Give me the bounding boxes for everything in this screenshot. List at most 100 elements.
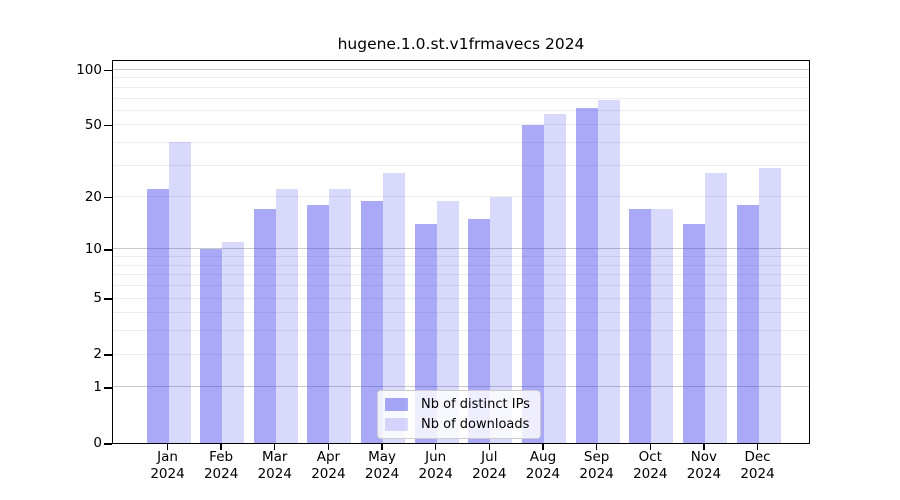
bar-may-distinct-ips [361,200,384,443]
gridline [113,248,809,250]
x-tick-month: Mar [262,449,288,465]
x-tick-month: Jul [481,449,498,465]
legend: Nb of distinct IPs Nb of downloads [377,390,541,439]
x-tick-month: Sep [583,449,610,465]
gridline [113,264,809,266]
x-tick-label-feb: Feb 2024 [189,449,253,482]
x-tick-month: Aug [529,449,557,465]
x-tick-label-jul: Jul 2024 [457,449,521,482]
bar-nov-distinct-ips [682,223,705,443]
x-tick-mark [274,444,276,450]
bar-feb-downloads [222,241,245,443]
x-tick-label-sep: Sep 2024 [565,449,629,482]
y-tick-mark [104,443,112,445]
x-tick-mark [435,444,437,450]
x-tick-label-apr: Apr 2024 [296,449,360,482]
x-tick-year: 2024 [364,465,400,482]
bar-aug-distinct-ips [521,124,544,443]
x-tick-year: 2024 [579,465,614,482]
bar-sep-downloads [597,100,620,443]
y-tick-label: 20 [84,188,102,205]
x-tick-label-may: May 2024 [350,449,414,482]
x-tick-label-jan: Jan 2024 [136,449,200,482]
y-tick-mark [104,354,112,356]
x-tick-year: 2024 [257,465,292,482]
gridline [113,196,809,198]
legend-label-downloads: Nb of downloads [421,417,530,432]
y-tick-mark [104,249,112,251]
x-tick-mark [166,444,169,450]
plot-area: Nb of distinct IPs Nb of downloads [112,60,810,444]
x-tick-year: 2024 [472,465,507,482]
gridline [113,330,809,332]
x-tick-label-jun: Jun 2024 [404,449,468,482]
bar-jul-distinct-ips [468,218,491,443]
gridline [113,312,809,314]
gridline [113,297,809,299]
y-tick-label: 10 [84,240,102,257]
x-tick-label-oct: Oct 2024 [618,449,682,482]
bar-aug-downloads [543,114,566,443]
gridline [113,274,809,276]
x-tick-label-aug: Aug 2024 [511,449,575,482]
x-tick-mark [220,444,222,450]
x-tick-mark [381,444,383,450]
gridline [113,77,809,79]
bar-mar-downloads [275,189,298,443]
y-tick-mark [104,196,112,199]
chart-title: hugene.1.0.st.v1frmavecs 2024 [337,35,585,53]
bar-jun-downloads [436,200,459,443]
x-tick-mark [703,444,705,450]
bar-may-downloads [383,173,406,443]
bar-oct-downloads [651,209,674,443]
x-tick-year: 2024 [633,465,668,482]
gridline [113,285,809,287]
gridline [113,69,809,71]
gridline [113,109,809,111]
x-tick-month: Apr [316,449,341,465]
gridline [113,353,809,355]
x-tick-month: Nov [690,449,718,465]
bar-oct-distinct-ips [629,209,652,443]
bar-mar-distinct-ips [253,209,276,443]
gridline [113,141,809,143]
legend-swatch-downloads [385,418,408,431]
legend-item-distinct-ips: Nb of distinct IPs [385,397,530,412]
y-tick-label: 1 [93,378,102,395]
x-tick-year: 2024 [203,465,239,482]
gridline [113,256,809,258]
legend-swatch-distinct-ips [385,398,408,411]
x-tick-month: Jun [425,449,447,465]
x-tick-month: May [368,449,396,465]
bar-jan-downloads [168,142,191,443]
y-tick-mark [104,387,112,389]
bar-apr-downloads [329,189,352,443]
legend-item-downloads: Nb of downloads [385,417,530,432]
x-tick-year: 2024 [418,465,453,482]
y-tick-label: 2 [93,346,102,363]
x-tick-month: Jan [157,449,178,465]
bar-jan-distinct-ips [146,189,169,443]
bar-dec-distinct-ips [736,204,759,443]
y-tick-label: 100 [76,61,102,78]
x-tick-mark [649,444,651,450]
bar-feb-distinct-ips [200,248,223,443]
x-tick-mark [488,444,491,450]
gridline [113,386,809,388]
x-tick-year: 2024 [525,465,561,482]
x-tick-year: 2024 [686,465,722,482]
y-tick-label: 5 [93,289,102,306]
x-tick-mark [327,444,330,450]
x-tick-month: Oct [638,449,662,465]
bar-jun-distinct-ips [414,223,437,443]
gridline [113,86,809,88]
y-tick-label: 50 [84,116,102,133]
bar-nov-downloads [704,173,727,443]
x-tick-year: 2024 [740,465,775,482]
x-tick-mark [542,444,544,450]
x-tick-year: 2024 [150,465,185,482]
x-tick-mark [756,444,759,450]
gridline [113,124,809,126]
x-tick-label-mar: Mar 2024 [243,449,307,482]
